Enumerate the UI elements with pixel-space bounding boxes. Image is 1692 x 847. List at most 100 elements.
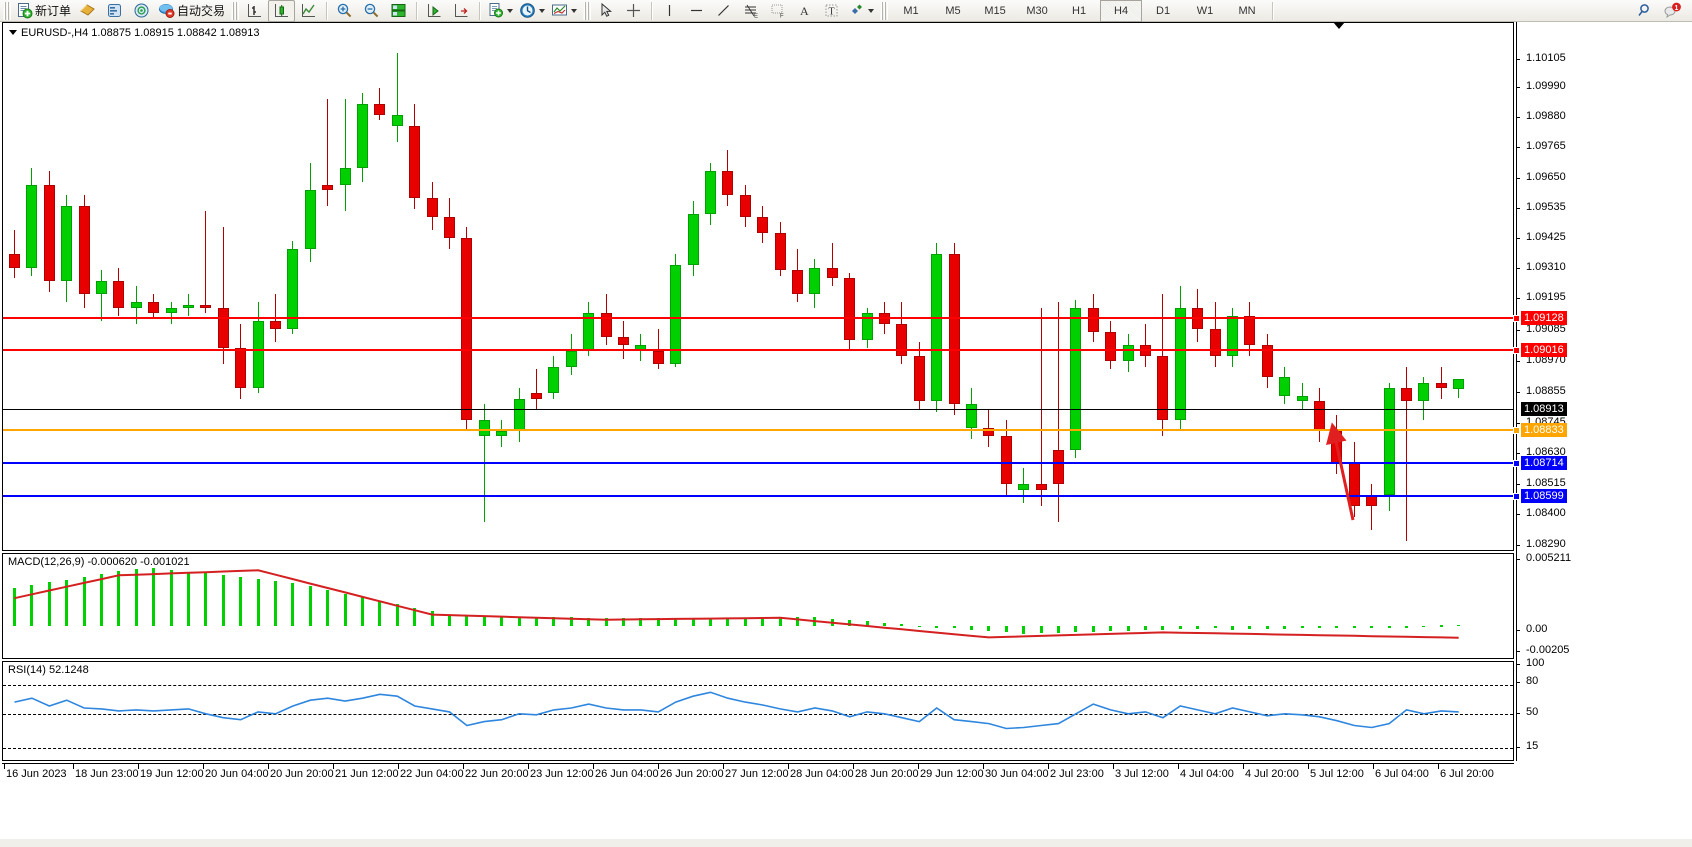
toolbar-grip-4[interactable] xyxy=(880,1,889,20)
candle-wick xyxy=(1406,366,1407,541)
resistance-line-2[interactable] xyxy=(3,349,1513,351)
pending-order-line-handle[interactable] xyxy=(1513,427,1520,434)
fibonacci-icon[interactable]: E xyxy=(737,0,764,22)
price-chart-pane[interactable]: EURUSD-,H4 1.08875 1.08915 1.08842 1.089… xyxy=(2,22,1514,551)
candle-body xyxy=(1296,396,1308,402)
trendline-icon[interactable] xyxy=(710,0,737,22)
resistance-line-1-tag[interactable]: 1.09128 xyxy=(1521,311,1567,325)
support-line-2[interactable] xyxy=(3,495,1513,497)
market-watch-grid-icon[interactable] xyxy=(385,0,412,22)
support-line-2-tag[interactable]: 1.08599 xyxy=(1521,489,1567,503)
timeframe-m5[interactable]: M5 xyxy=(945,4,961,17)
macd-histogram-bar xyxy=(1248,626,1252,630)
support-line-1[interactable] xyxy=(3,462,1513,464)
market-watch-icon[interactable] xyxy=(128,0,155,22)
resistance-line-2-tag[interactable]: 1.09016 xyxy=(1521,343,1567,357)
support-line-2-handle[interactable] xyxy=(1513,493,1520,500)
rsi-pane[interactable]: RSI(14) 52.1248 xyxy=(2,661,1514,761)
templates-icon[interactable] xyxy=(484,0,516,22)
templates-dropdown-arrow[interactable] xyxy=(507,8,514,13)
timeframe-h4[interactable]: H4 xyxy=(1100,0,1143,22)
timeframe-mn[interactable]: MN xyxy=(1238,4,1256,17)
text-icon[interactable]: A xyxy=(791,0,818,22)
macd-histogram-bar xyxy=(622,618,625,626)
resistance-line-1-handle[interactable] xyxy=(1513,315,1520,322)
time-tick-label: 4 Jul 20:00 xyxy=(1245,768,1299,780)
macd-histogram-bar xyxy=(1405,626,1408,628)
support-line-1-handle[interactable] xyxy=(1513,460,1520,467)
rsi-label: RSI(14) 52.1248 xyxy=(7,664,90,676)
macd-series xyxy=(3,554,1513,658)
indicator-tick-label: 15 xyxy=(1526,740,1539,752)
period-dropdown-arrow[interactable] xyxy=(539,8,546,13)
timeframe-h1[interactable]: H1 xyxy=(1072,4,1087,17)
text-label-icon[interactable]: T xyxy=(818,0,845,22)
macd-histogram-bar xyxy=(1126,626,1130,631)
price-axis[interactable]: 1.10105 1.09990 1.09880 1.09765 1.09650 1.095… xyxy=(1513,22,1692,847)
time-axis[interactable]: 16 Jun 2023 18 Jun 23:00 19 Jun 12:00 20 Ju… xyxy=(2,763,1514,788)
objects-dropdown-arrow[interactable] xyxy=(868,8,875,13)
zoom-out-icon[interactable] xyxy=(358,0,385,22)
chart-area[interactable]: EURUSD-,H4 1.08875 1.08915 1.08842 1.089… xyxy=(0,22,1692,847)
toolbar-grip-2[interactable] xyxy=(231,1,240,20)
bar-chart-icon[interactable] xyxy=(241,0,268,22)
vertical-line-icon[interactable] xyxy=(656,0,683,22)
cursor-icon[interactable] xyxy=(593,0,620,22)
macd-histogram-bar xyxy=(552,617,556,627)
macd-histogram-bar xyxy=(448,614,451,627)
indicators-icon[interactable] xyxy=(548,0,580,22)
macd-histogram-bar xyxy=(917,625,921,628)
timeframe-m1[interactable]: M1 xyxy=(903,4,919,17)
rsi-level-15 xyxy=(3,748,1513,749)
toolbar-grip-3[interactable] xyxy=(583,1,592,20)
zoom-in-icon[interactable] xyxy=(331,0,358,22)
time-tick-label: 6 Jul 20:00 xyxy=(1440,768,1494,780)
candle-body xyxy=(43,184,55,281)
chart-scroll-indicator[interactable] xyxy=(1333,22,1345,29)
timeframe-m30[interactable]: M30 xyxy=(1026,4,1048,17)
macd-histogram-bar xyxy=(1057,626,1060,633)
new-order-label: 新订单 xyxy=(35,4,72,18)
time-tick-label: 20 Jun 20:00 xyxy=(270,768,334,780)
alerts-icon[interactable]: 1 xyxy=(1659,0,1686,22)
chart-menu-arrow-icon[interactable] xyxy=(9,30,17,35)
shift-end-icon[interactable] xyxy=(448,0,475,22)
candle-wick xyxy=(396,53,398,142)
indicator-tick xyxy=(1516,747,1520,748)
autotrading-icon[interactable]: 自动交易 xyxy=(155,0,228,22)
line-chart-icon[interactable] xyxy=(295,0,322,22)
time-tick-label: 27 Jun 12:00 xyxy=(725,768,789,780)
toolbar-grip[interactable] xyxy=(3,1,11,20)
navigator-icon[interactable] xyxy=(101,0,128,22)
time-tick xyxy=(138,764,139,769)
resistance-line-1[interactable] xyxy=(3,317,1513,319)
crosshair-icon[interactable] xyxy=(620,0,647,22)
timeframe-d1[interactable]: D1 xyxy=(1156,4,1171,17)
candle-body xyxy=(183,305,194,308)
pending-order-line-tag[interactable]: 1.08833 xyxy=(1521,423,1567,437)
period-icon[interactable] xyxy=(516,0,548,22)
indicators-dropdown-arrow[interactable] xyxy=(571,8,578,13)
resistance-line-2-handle[interactable] xyxy=(1513,347,1520,354)
candle-body xyxy=(1435,382,1447,388)
candle-body xyxy=(844,278,856,340)
objects-icon[interactable] xyxy=(845,0,877,22)
new-order-button[interactable]: 新订单 xyxy=(13,0,74,22)
macd-histogram-bar xyxy=(1161,626,1165,630)
macd-histogram-bar xyxy=(569,617,573,627)
channel-icon[interactable]: F xyxy=(764,0,791,22)
macd-pane[interactable]: MACD(12,26,9) -0.000620 -0.001021 xyxy=(2,553,1514,659)
svg-text:A: A xyxy=(800,4,809,18)
rsi-series xyxy=(3,662,1513,760)
auto-scroll-icon[interactable] xyxy=(421,0,448,22)
support-line-1-tag[interactable]: 1.08714 xyxy=(1521,456,1567,470)
candlestick-chart-icon[interactable] xyxy=(268,0,296,22)
pending-order-line[interactable] xyxy=(3,429,1513,431)
macd-histogram-bar xyxy=(587,617,591,627)
horizontal-line-icon[interactable] xyxy=(683,0,710,22)
data-window-icon[interactable] xyxy=(74,0,101,22)
timeframe-w1[interactable]: W1 xyxy=(1196,4,1214,17)
timeframe-m15[interactable]: M15 xyxy=(984,4,1006,17)
search-icon[interactable] xyxy=(1632,0,1659,22)
current-price-line-tag[interactable]: 1.08913 xyxy=(1521,402,1567,416)
